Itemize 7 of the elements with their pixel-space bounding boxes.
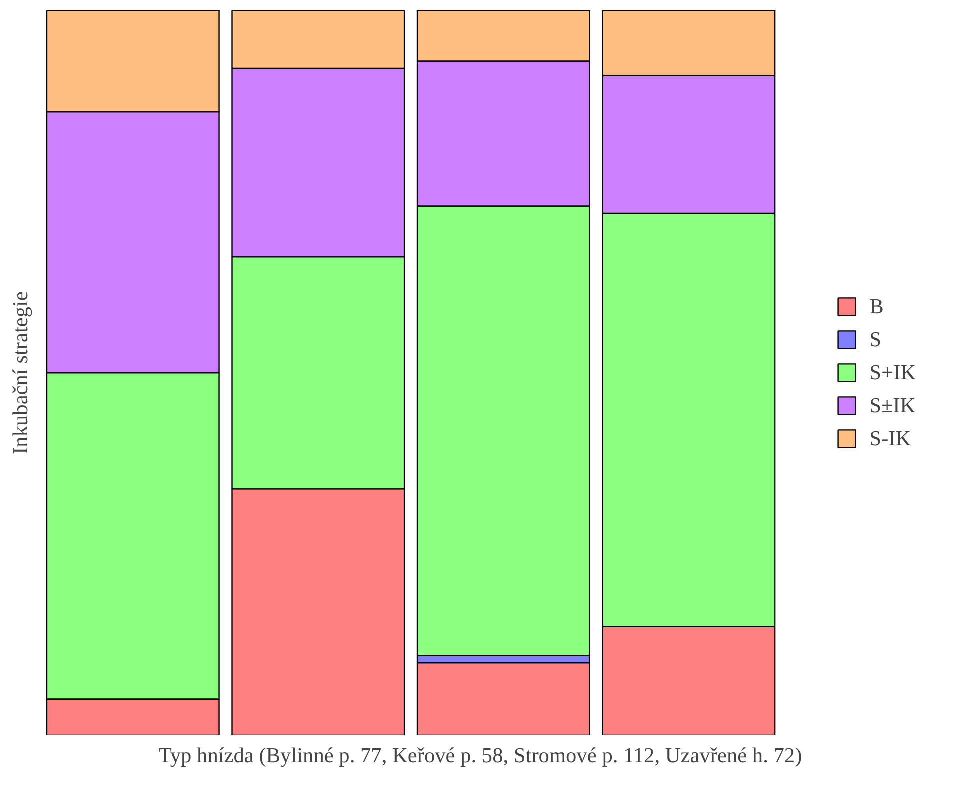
y-axis-title: Inkubační strategie — [8, 292, 32, 454]
legend-label: S+IK — [870, 360, 916, 385]
legend-label: S±IK — [870, 393, 916, 418]
legend-label: S — [870, 327, 882, 352]
x-axis-title: Typ hnízda (Bylinné p. 77, Keřové p. 58, Stromové p. 112, Uzavřené h. 72) — [158, 744, 802, 768]
legend-label: B — [870, 294, 885, 319]
legend-label: S-IK — [870, 426, 912, 451]
